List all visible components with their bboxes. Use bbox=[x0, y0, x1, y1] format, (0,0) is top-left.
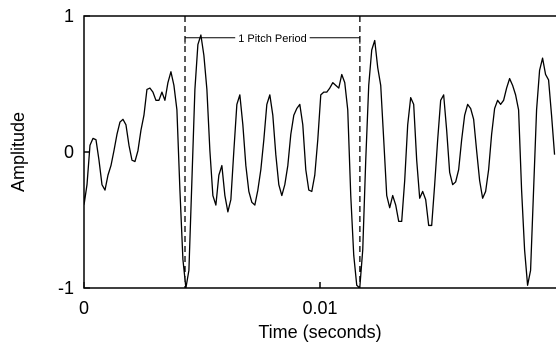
x-tick-label: 0.01 bbox=[302, 298, 337, 318]
y-tick-label: -1 bbox=[58, 278, 74, 298]
x-axis-title: Time (seconds) bbox=[258, 322, 381, 342]
annotation-bg bbox=[235, 32, 310, 45]
plot-area bbox=[84, 34, 556, 288]
y-axis-title: Amplitude bbox=[8, 112, 28, 192]
waveform-line bbox=[84, 34, 556, 288]
x-tick-label: 0 bbox=[79, 298, 89, 318]
annotation-label: 1 Pitch Period bbox=[238, 33, 306, 45]
y-tick-label: 1 bbox=[64, 6, 74, 26]
plot-frame bbox=[83, 15, 556, 289]
y-tick-label: 0 bbox=[64, 142, 74, 162]
